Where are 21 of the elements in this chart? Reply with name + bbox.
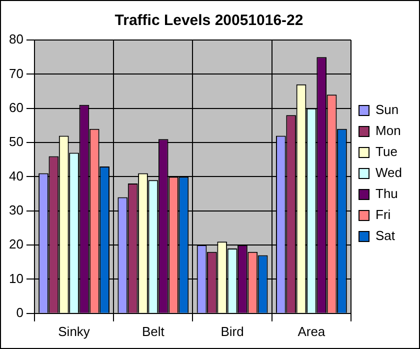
legend-label: Sat — [376, 228, 396, 244]
legend-label: Fri — [376, 207, 391, 222]
y-tick-label: 40 — [8, 168, 24, 184]
y-tick-label: 0 — [16, 304, 24, 320]
legend-label: Tue — [376, 144, 398, 160]
y-tick-label: 60 — [8, 100, 24, 115]
y-tick-label: 20 — [8, 236, 24, 252]
legend-label: Sun — [376, 102, 399, 118]
y-tick-label: 50 — [8, 134, 24, 150]
x-tick-label: Belt — [142, 324, 165, 339]
y-tick-label: 80 — [8, 32, 24, 47]
x-tick-label: Sinky — [58, 324, 90, 339]
x-tick-label: Bird — [220, 324, 244, 339]
y-tick-label: 10 — [8, 270, 24, 286]
y-tick-label: 30 — [8, 202, 24, 218]
x-tick-label: Area — [298, 324, 326, 339]
y-tick-label: 70 — [8, 66, 24, 81]
legend-label: Wed — [376, 165, 402, 180]
chart-title: Traffic Levels 20051016-22 — [114, 12, 304, 30]
legend-label: Mon — [376, 123, 401, 138]
legend-label: Thu — [376, 186, 398, 202]
